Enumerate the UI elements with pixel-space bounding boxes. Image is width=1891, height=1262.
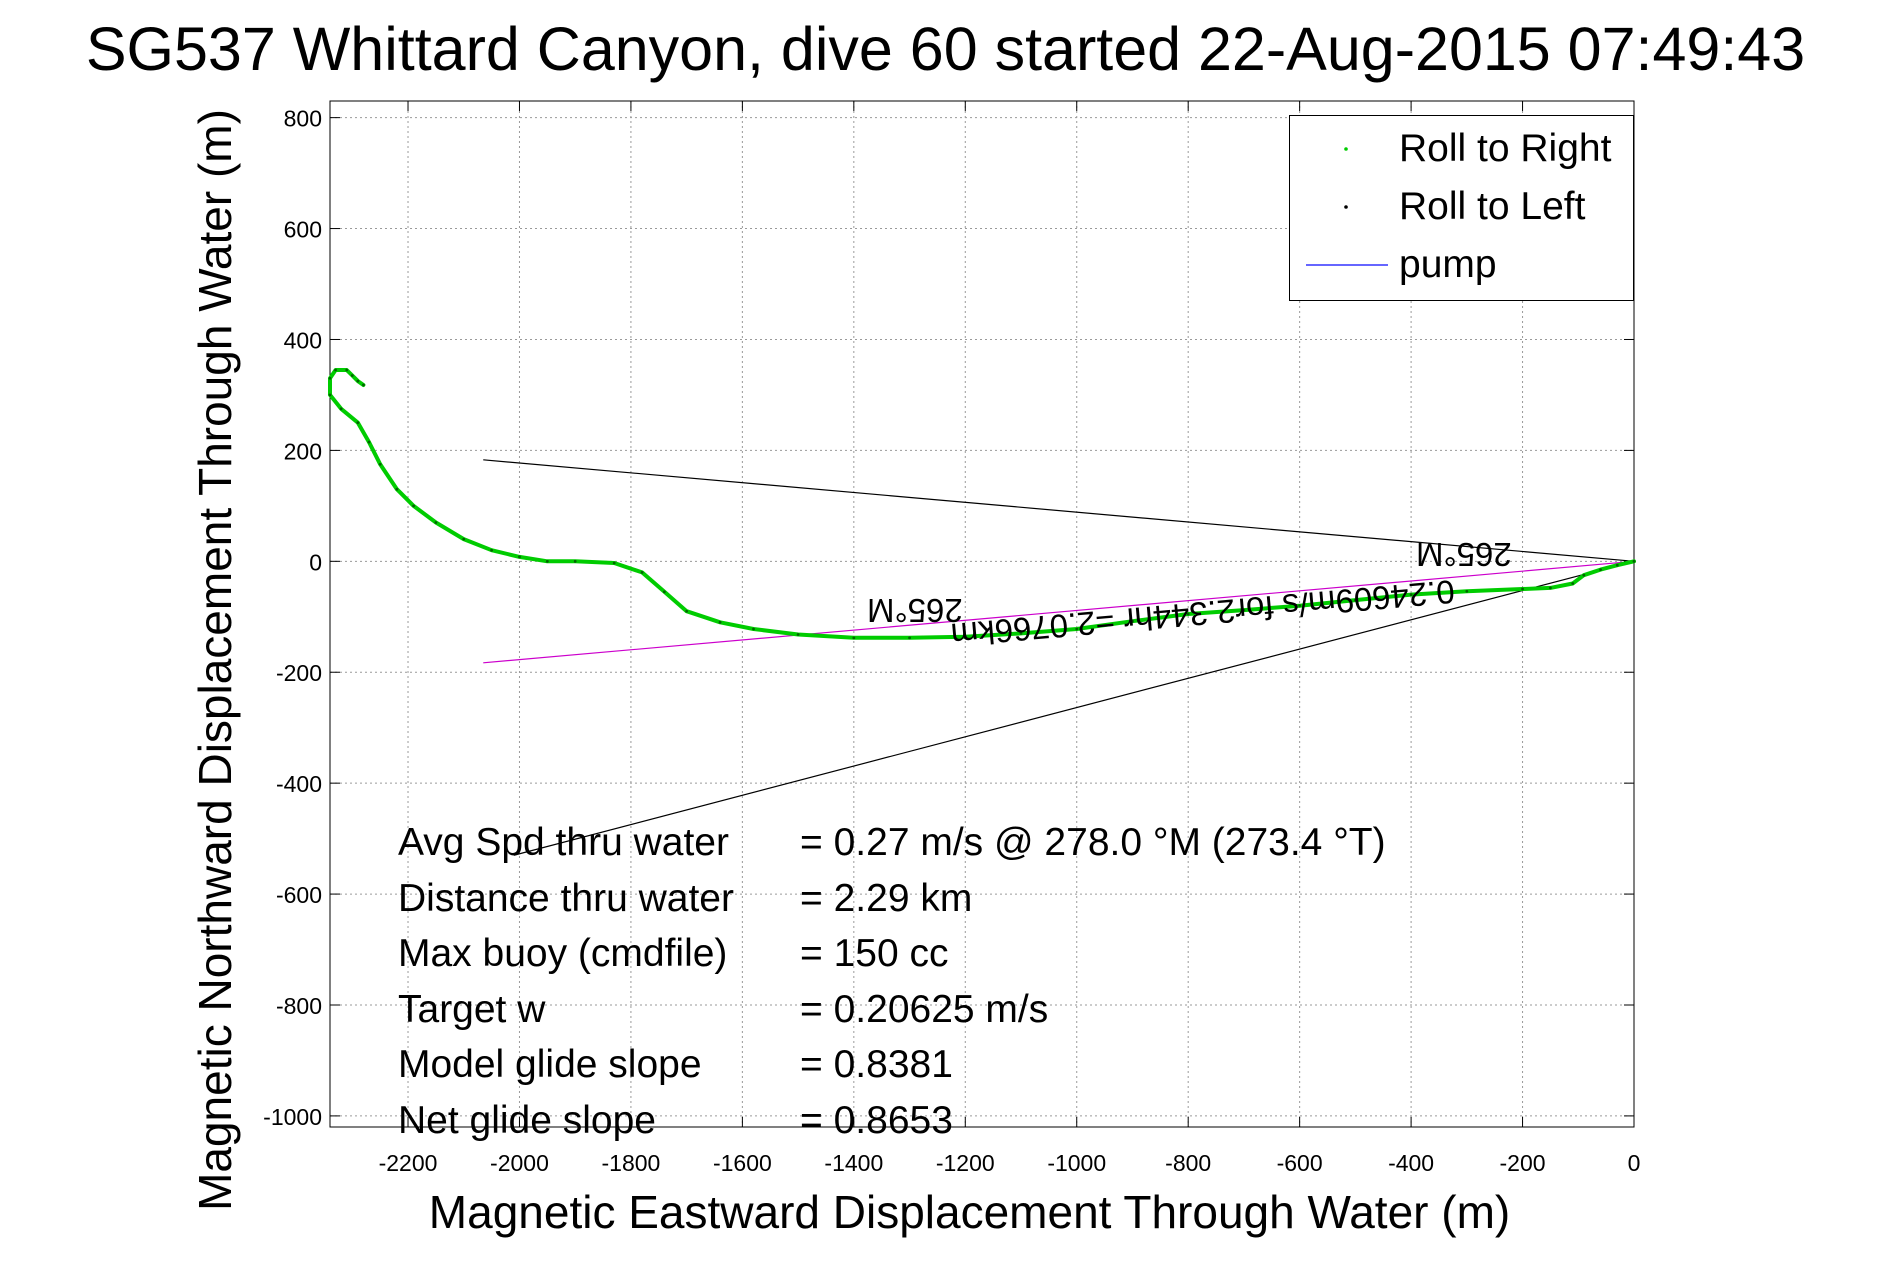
x-tick-label: -1000 bbox=[1047, 1150, 1106, 1176]
y-tick-label: 600 bbox=[284, 217, 322, 243]
x-tick-label: 0 bbox=[1628, 1150, 1641, 1176]
x-tick-label: -800 bbox=[1165, 1150, 1211, 1176]
data-point bbox=[1571, 582, 1575, 585]
y-tick-label: 200 bbox=[284, 438, 322, 464]
stat-value: = 2.29 km bbox=[800, 876, 973, 920]
reference-line bbox=[483, 560, 1635, 664]
stat-value: = 0.27 m/s @ 278.0 °M (273.4 °T) bbox=[800, 821, 1386, 864]
data-point bbox=[356, 379, 360, 383]
plot-frame bbox=[329, 100, 1635, 1128]
x-tick-label: -1600 bbox=[713, 1150, 772, 1176]
legend-label: Roll to Right bbox=[1399, 127, 1612, 170]
data-point bbox=[362, 383, 365, 387]
y-tick-label: 0 bbox=[309, 549, 322, 575]
legend-label: pump bbox=[1399, 243, 1497, 286]
chart-title: SG537 Whittard Canyon, dive 60 started 2… bbox=[85, 15, 1806, 83]
data-point bbox=[662, 590, 666, 594]
data-point bbox=[490, 548, 494, 552]
data-point bbox=[328, 376, 332, 380]
data-point bbox=[1582, 573, 1586, 577]
x-tick-label: -2200 bbox=[379, 1150, 438, 1176]
stat-label: Model glide slope bbox=[398, 1043, 702, 1086]
data-point bbox=[752, 627, 755, 631]
stat-label: Distance thru water bbox=[398, 876, 734, 920]
x-tick-label: -600 bbox=[1277, 1150, 1323, 1176]
stat-label: Target w bbox=[398, 987, 546, 1031]
y-tick-label: -400 bbox=[276, 771, 322, 797]
data-point bbox=[1186, 612, 1190, 616]
x-tick-label: -400 bbox=[1388, 1150, 1434, 1176]
data-point bbox=[518, 555, 521, 559]
x-tick-label: -200 bbox=[1500, 1150, 1546, 1176]
legend-line-pump bbox=[1306, 264, 1388, 266]
x-axis-label: Magnetic Eastward Displacement Through W… bbox=[428, 1186, 1511, 1238]
data-point bbox=[412, 504, 415, 508]
data-point bbox=[1019, 632, 1023, 635]
data-point bbox=[434, 521, 438, 524]
legend-marker-roll-right bbox=[1344, 147, 1348, 151]
x-tick-label: -1200 bbox=[936, 1150, 995, 1176]
stat-value: = 150 cc bbox=[800, 932, 949, 975]
data-point bbox=[1615, 563, 1619, 567]
data-point bbox=[367, 440, 371, 444]
data-point bbox=[1632, 559, 1636, 563]
data-point bbox=[852, 636, 856, 640]
data-point bbox=[462, 537, 466, 541]
y-axis-label: Magnetic Northward Displacement Through … bbox=[189, 109, 241, 1211]
data-point bbox=[1549, 586, 1552, 590]
y-tick-label: -600 bbox=[276, 882, 322, 908]
x-tick-label: -2000 bbox=[490, 1150, 549, 1176]
data-point bbox=[328, 393, 332, 397]
data-point bbox=[1599, 568, 1602, 572]
data-point bbox=[685, 609, 689, 613]
legend-item-roll-right: Roll to Right bbox=[1290, 120, 1633, 178]
stat-label: Avg Spd thru water bbox=[398, 821, 729, 864]
legend-item-pump: pump bbox=[1290, 236, 1633, 294]
stat-value: = 0.8381 bbox=[800, 1043, 953, 1086]
reference-line bbox=[483, 459, 1635, 562]
data-point bbox=[350, 374, 354, 377]
data-point bbox=[796, 633, 800, 636]
legend-marker-roll-left bbox=[1344, 205, 1348, 209]
y-tick-label: 400 bbox=[284, 327, 322, 353]
data-point bbox=[1521, 587, 1524, 591]
stat-label: Max buoy (cmdfile) bbox=[398, 932, 728, 975]
data-point bbox=[339, 407, 343, 411]
data-point bbox=[1353, 598, 1357, 602]
data-point bbox=[1242, 608, 1246, 612]
data-point bbox=[963, 635, 967, 639]
y-tick-label: -200 bbox=[276, 660, 322, 686]
stat-value: = 0.8653 bbox=[800, 1098, 953, 1142]
y-tick-label: -800 bbox=[276, 993, 322, 1019]
data-point bbox=[545, 559, 549, 563]
reference-line bbox=[513, 560, 1635, 856]
stat-label: Net glide slope bbox=[398, 1098, 656, 1142]
data-point bbox=[356, 421, 360, 425]
x-tick-label: -1400 bbox=[824, 1150, 883, 1176]
data-point bbox=[1465, 589, 1469, 593]
data-point bbox=[395, 487, 399, 491]
annotation-text: 265°M bbox=[867, 591, 963, 629]
data-point bbox=[1075, 627, 1079, 631]
data-point bbox=[334, 368, 337, 372]
data-point bbox=[1409, 593, 1413, 596]
data-point bbox=[640, 571, 644, 574]
data-point bbox=[908, 636, 911, 640]
data-point bbox=[1131, 619, 1134, 623]
stat-value: = 0.20625 m/s bbox=[800, 987, 1049, 1031]
legend-item-roll-left: Roll to Left bbox=[1290, 178, 1633, 236]
data-point bbox=[718, 620, 722, 624]
legend-label: Roll to Left bbox=[1399, 185, 1586, 228]
x-tick-label: -1800 bbox=[602, 1150, 661, 1176]
annotation-text: 265°M bbox=[1416, 535, 1512, 573]
data-point bbox=[345, 368, 349, 372]
data-point bbox=[1298, 604, 1302, 608]
data-point bbox=[378, 462, 382, 466]
y-tick-label: -1000 bbox=[263, 1104, 322, 1130]
data-point bbox=[573, 559, 577, 563]
legend: Roll to Right Roll to Left pump bbox=[1289, 115, 1634, 301]
y-tick-label: 800 bbox=[284, 106, 322, 132]
data-point bbox=[612, 561, 616, 565]
